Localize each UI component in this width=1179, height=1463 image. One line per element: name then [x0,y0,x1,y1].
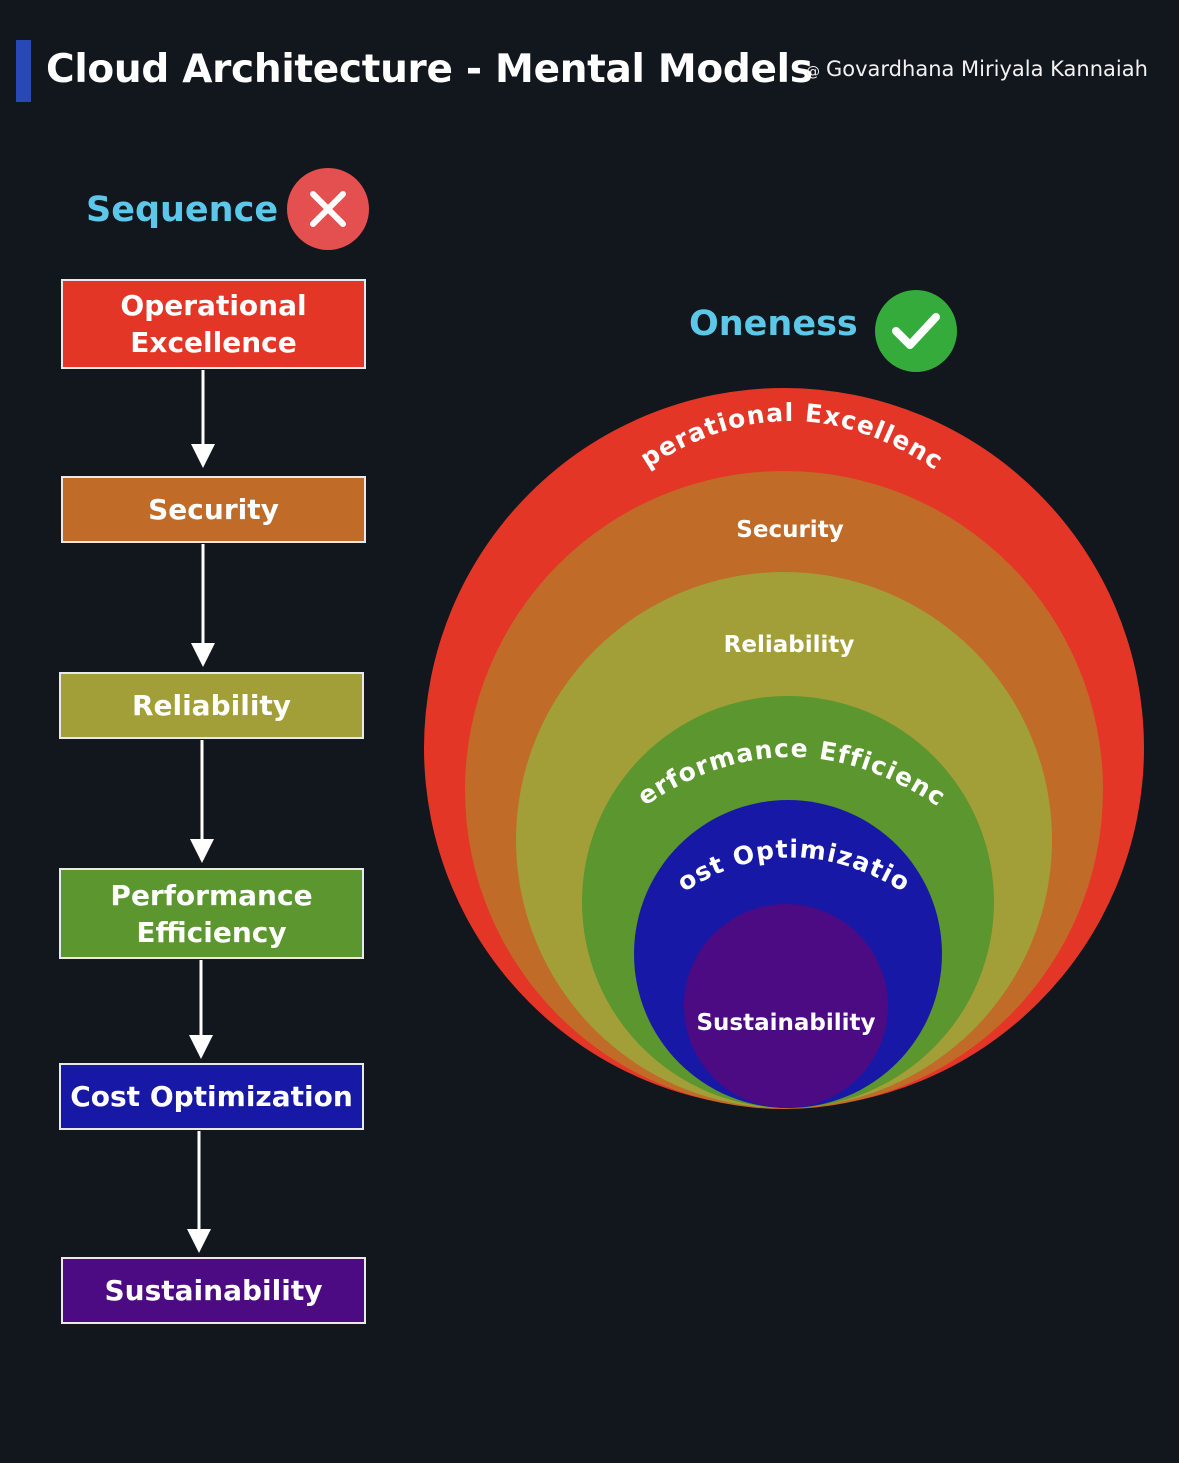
flow-step-performance-efficiency: Performance Efficiency [59,868,364,959]
sequence-arrows [187,370,215,1253]
page-title: Cloud Architecture - Mental Models [46,47,813,92]
flow-step-security: Security [61,476,366,543]
author-credit: @ Govardhana Miriyala Kannaiah [806,52,1148,89]
check-icon [875,290,957,372]
layer-label-security: Security [736,517,843,543]
header-accent-bar [16,40,31,102]
oneness-label: Oneness [689,304,858,344]
close-icon [287,168,369,250]
flow-step-sustainability: Sustainability [61,1257,366,1324]
flow-step-cost-optimization: Cost Optimization [59,1063,364,1130]
author-name: Govardhana Miriyala Kannaiah [826,57,1148,81]
sequence-label: Sequence [86,190,279,230]
flow-step-reliability: Reliability [59,672,364,739]
layer-circle-sustainability [684,904,888,1108]
layer-label-sustainability: Sustainability [696,1010,875,1036]
flow-step-operational-excellence: Operational Excellence [61,279,366,369]
author-at-symbol: @ [806,64,820,80]
layer-label-reliability: Reliability [724,632,855,658]
layer-label-operational-excellence: Operational Excellence [0,0,949,476]
